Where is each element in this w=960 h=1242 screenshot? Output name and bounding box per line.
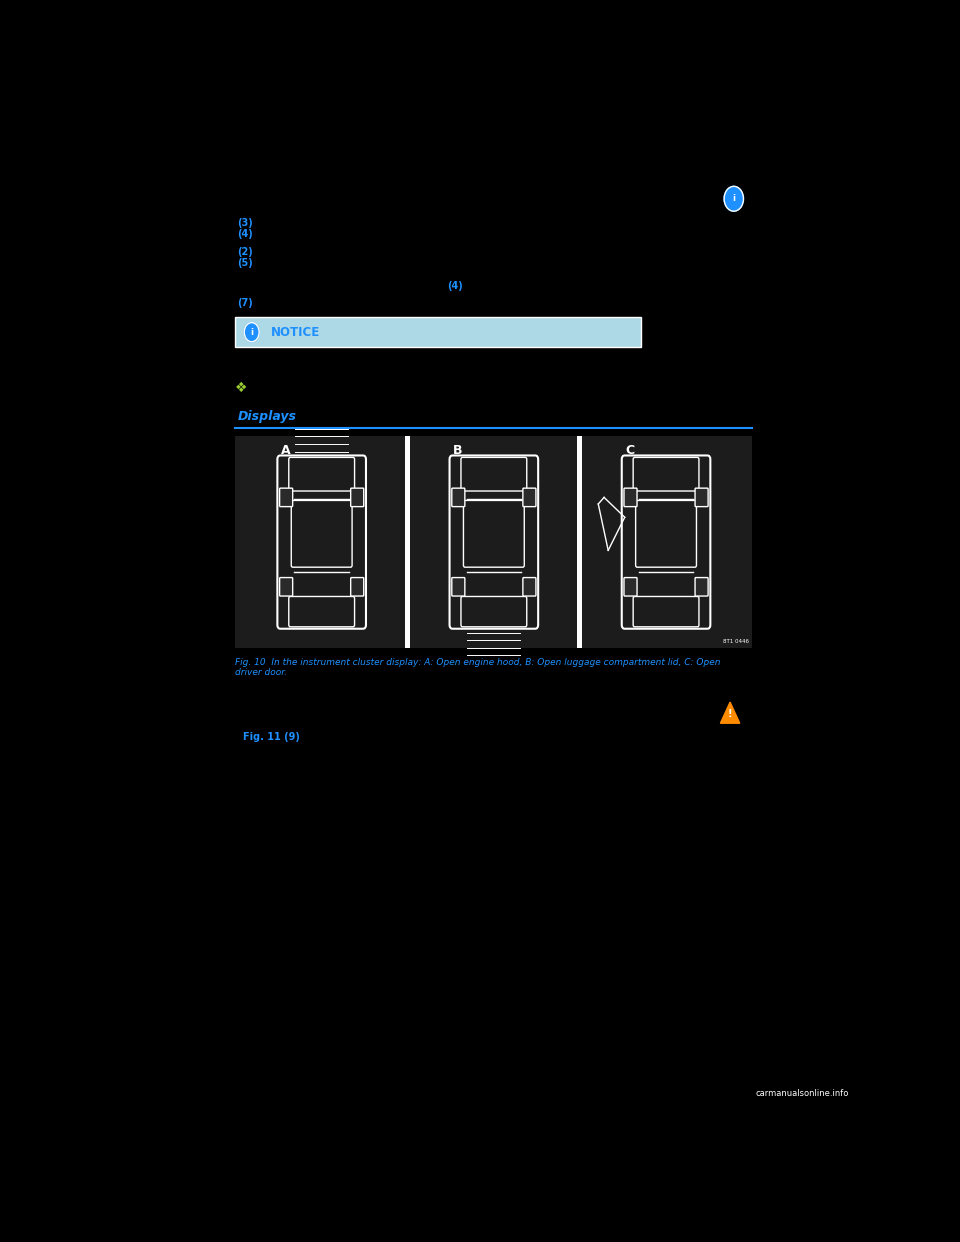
Text: i: i <box>251 328 253 337</box>
Text: (4): (4) <box>237 230 253 240</box>
Text: NOTICE: NOTICE <box>271 325 321 339</box>
FancyBboxPatch shape <box>405 436 410 648</box>
FancyBboxPatch shape <box>350 578 364 596</box>
Circle shape <box>724 186 743 211</box>
FancyBboxPatch shape <box>452 578 465 596</box>
Text: i: i <box>732 194 735 204</box>
FancyBboxPatch shape <box>695 488 708 507</box>
FancyBboxPatch shape <box>279 488 293 507</box>
FancyBboxPatch shape <box>461 457 527 491</box>
FancyBboxPatch shape <box>634 596 699 627</box>
Text: carmanualsonline.info: carmanualsonline.info <box>756 1089 849 1098</box>
FancyBboxPatch shape <box>289 457 354 491</box>
FancyBboxPatch shape <box>578 436 582 648</box>
FancyBboxPatch shape <box>289 596 354 627</box>
FancyBboxPatch shape <box>279 578 293 596</box>
FancyBboxPatch shape <box>350 488 364 507</box>
FancyBboxPatch shape <box>695 578 708 596</box>
Text: A: A <box>280 443 290 457</box>
Text: (7): (7) <box>237 298 253 308</box>
Text: Fig. 11 (9): Fig. 11 (9) <box>243 733 300 743</box>
FancyBboxPatch shape <box>277 456 366 628</box>
Text: ❖: ❖ <box>235 381 248 395</box>
FancyBboxPatch shape <box>636 501 696 568</box>
Text: (5): (5) <box>237 258 253 268</box>
Circle shape <box>244 323 259 342</box>
Text: Fig. 10  In the instrument cluster display: A: Open engine hood, B: Open luggage: Fig. 10 In the instrument cluster displa… <box>235 658 721 677</box>
Text: (4): (4) <box>447 281 463 291</box>
Text: Displays: Displays <box>237 410 297 422</box>
FancyBboxPatch shape <box>523 488 536 507</box>
FancyBboxPatch shape <box>624 578 637 596</box>
Text: (3): (3) <box>237 217 253 227</box>
Text: B: B <box>453 443 463 457</box>
FancyBboxPatch shape <box>622 456 710 628</box>
Text: (2): (2) <box>237 247 253 257</box>
Polygon shape <box>720 702 740 723</box>
Text: C: C <box>625 443 635 457</box>
FancyBboxPatch shape <box>624 488 637 507</box>
FancyBboxPatch shape <box>291 501 352 568</box>
FancyBboxPatch shape <box>634 457 699 491</box>
FancyBboxPatch shape <box>235 436 753 648</box>
FancyBboxPatch shape <box>235 318 641 347</box>
FancyBboxPatch shape <box>449 456 539 628</box>
FancyBboxPatch shape <box>461 596 527 627</box>
FancyBboxPatch shape <box>464 501 524 568</box>
FancyBboxPatch shape <box>523 578 536 596</box>
Text: !: ! <box>728 709 732 719</box>
FancyBboxPatch shape <box>452 488 465 507</box>
Text: 8T1 0446: 8T1 0446 <box>724 640 750 645</box>
